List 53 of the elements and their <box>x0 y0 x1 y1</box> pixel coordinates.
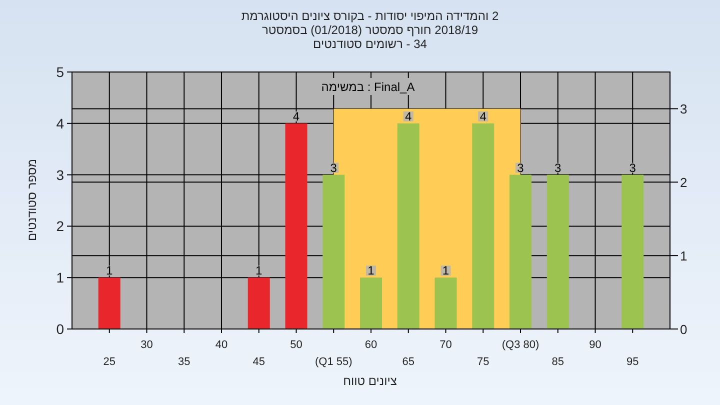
x-tick-label: 40 <box>215 339 228 351</box>
x-tick-label: (Q1 55) <box>314 356 352 368</box>
x-tick-label: (Q3 80) <box>502 339 540 351</box>
bar <box>546 174 569 329</box>
x-tick-label: 75 <box>477 356 490 368</box>
x-tick-label: 30 <box>140 339 153 351</box>
bar <box>98 278 120 329</box>
y-axis-title: מספר סטודנטים <box>25 158 39 242</box>
x-tick-label: 95 <box>626 356 639 368</box>
data-label: 3 <box>517 160 524 175</box>
data-label: 1 <box>256 264 263 278</box>
y-tick-label: 2 <box>56 218 64 234</box>
x-tick-label: 25 <box>103 356 116 368</box>
data-label: 3 <box>330 160 338 175</box>
x-tick-label: 45 <box>252 356 265 368</box>
bar <box>397 123 420 329</box>
bar <box>248 278 270 329</box>
x-tick-label: 50 <box>290 339 302 351</box>
data-label: 3 <box>629 160 636 175</box>
y2-tick-label: 2 <box>680 175 688 190</box>
chart-subtitle: 2018/19 חורף סמסטר (01/2018) בסמסטר <box>262 23 478 37</box>
y2-tick-label: 3 <box>680 102 688 117</box>
x-tick-label: 70 <box>440 339 452 351</box>
data-label: 1 <box>442 264 450 278</box>
bar <box>622 174 644 329</box>
x-tick-label: 35 <box>178 356 190 368</box>
text: 34 - רשומים סטודנטים <box>313 37 428 51</box>
x-tick-label: 90 <box>589 339 602 351</box>
bar <box>434 278 457 329</box>
bar <box>360 278 382 329</box>
y-tick-label: 1 <box>56 270 64 286</box>
y-tick-label: 3 <box>56 166 64 183</box>
x-tick-label: 85 <box>552 356 564 368</box>
data-label: 4 <box>292 109 300 124</box>
data-label: 4 <box>480 109 487 124</box>
chart-title: 2 והמדידה המיפוי יסודות - בקורס ציונים היסטוגרמת <box>241 9 499 23</box>
y-tick-label: 0 <box>56 321 64 337</box>
bar <box>322 174 345 329</box>
y2-tick-label: 1 <box>680 248 688 264</box>
bar <box>510 174 532 329</box>
x-axis-title: ציונים טווח <box>343 374 398 388</box>
y-tick-label: 4 <box>56 115 64 132</box>
bar <box>472 123 494 329</box>
x-tick-label: 60 <box>364 339 378 351</box>
data-label: 3 <box>554 160 562 175</box>
data-label: 1 <box>106 264 114 278</box>
y-tick-label: 5 <box>56 64 64 80</box>
data-label: 4 <box>405 109 412 124</box>
y2-tick-label: 0 <box>680 322 688 337</box>
bar <box>285 123 308 329</box>
annotation: Final_A : במשימה <box>321 80 415 94</box>
data-label: 1 <box>368 264 375 278</box>
x-tick-label: 65 <box>402 356 414 368</box>
